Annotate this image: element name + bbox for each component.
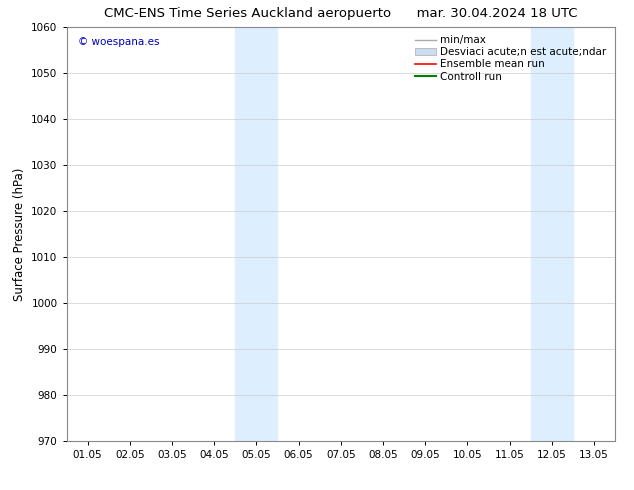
Legend: min/max, Desviaci acute;n est acute;ndar, Ensemble mean run, Controll run: min/max, Desviaci acute;n est acute;ndar…: [412, 32, 610, 85]
Bar: [531, 27, 573, 441]
Bar: [235, 27, 278, 441]
Y-axis label: Surface Pressure (hPa): Surface Pressure (hPa): [13, 167, 26, 301]
Text: CMC-ENS Time Series Auckland aeropuerto      mar. 30.04.2024 18 UTC: CMC-ENS Time Series Auckland aeropuerto …: [104, 7, 578, 21]
Text: © woespana.es: © woespana.es: [77, 37, 159, 48]
